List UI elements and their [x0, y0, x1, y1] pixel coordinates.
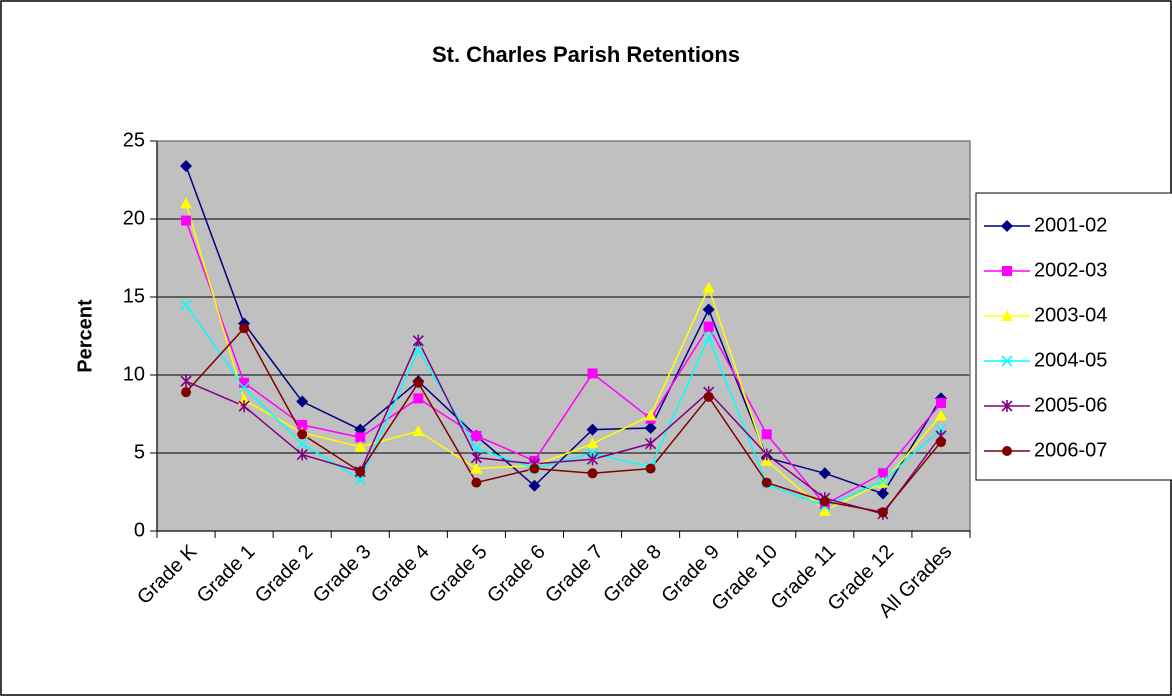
marker	[1001, 310, 1013, 321]
marker	[644, 422, 657, 435]
series-line	[185, 326, 942, 514]
marker	[181, 387, 192, 398]
series-line	[185, 338, 942, 515]
marker	[702, 303, 715, 316]
legend-label: 2001-02	[1034, 214, 1107, 236]
marker	[470, 451, 482, 464]
marker	[181, 215, 192, 226]
marker	[1002, 266, 1012, 276]
y-tick-label: 10	[123, 363, 145, 385]
marker	[413, 393, 424, 404]
marker	[1001, 400, 1013, 412]
marker	[877, 468, 888, 479]
marker	[586, 453, 599, 466]
marker	[587, 468, 598, 479]
marker	[586, 437, 599, 449]
legend-label: 2004-05	[1034, 349, 1107, 371]
legend-label: 2003-04	[1034, 304, 1107, 326]
chart-title: St. Charles Parish Retentions	[432, 42, 740, 67]
marker	[297, 429, 308, 440]
marker	[238, 400, 250, 413]
marker	[296, 438, 308, 450]
y-axis-label: Percent	[74, 299, 96, 373]
marker	[471, 430, 482, 441]
marker	[239, 323, 250, 334]
y-tick-label: 5	[134, 441, 145, 463]
series-line	[185, 165, 942, 495]
plot-area	[157, 141, 970, 531]
marker	[703, 391, 714, 402]
marker	[703, 321, 714, 332]
marker	[470, 462, 483, 474]
marker	[703, 331, 715, 344]
marker	[180, 159, 193, 172]
y-tick-label: 25	[123, 129, 145, 151]
marker	[412, 344, 424, 356]
marker	[470, 442, 482, 454]
marker	[1001, 220, 1013, 232]
marker	[645, 463, 656, 474]
marker	[413, 377, 424, 388]
marker	[587, 368, 598, 379]
marker	[877, 507, 888, 518]
marker	[761, 429, 772, 440]
marker	[528, 479, 541, 492]
series-line	[185, 220, 942, 506]
marker	[180, 375, 192, 388]
marker	[180, 299, 192, 311]
marker	[1002, 446, 1012, 456]
marker	[354, 440, 367, 452]
legend-box	[975, 192, 1172, 481]
marker	[355, 466, 366, 477]
marker	[239, 377, 250, 388]
marker	[819, 496, 830, 507]
marker	[355, 432, 366, 443]
marker	[180, 197, 193, 209]
marker	[296, 448, 308, 461]
y-tick-label: 15	[123, 285, 145, 307]
marker	[471, 477, 482, 488]
legend-label: 2006-07	[1034, 439, 1107, 461]
marker	[645, 437, 657, 450]
y-tick-label: 0	[134, 519, 145, 541]
marker	[818, 467, 831, 480]
legend-label: 2005-06	[1034, 394, 1107, 416]
marker	[354, 473, 366, 486]
marker	[296, 395, 309, 408]
marker	[586, 423, 599, 436]
y-tick-label: 20	[123, 207, 145, 229]
marker	[935, 398, 946, 409]
marker	[412, 425, 425, 437]
marker	[1001, 355, 1013, 367]
marker	[761, 477, 772, 488]
marker	[877, 475, 889, 487]
marker	[702, 281, 715, 293]
marker	[238, 381, 250, 394]
marker	[935, 437, 946, 448]
marker	[818, 504, 831, 516]
marker	[644, 409, 657, 421]
series-line	[185, 304, 942, 507]
marker	[761, 448, 773, 461]
marker	[934, 409, 947, 421]
marker	[297, 419, 308, 430]
marker	[876, 487, 889, 500]
marker	[412, 334, 424, 347]
marker	[529, 463, 540, 474]
legend-label: 2002-03	[1034, 259, 1107, 281]
